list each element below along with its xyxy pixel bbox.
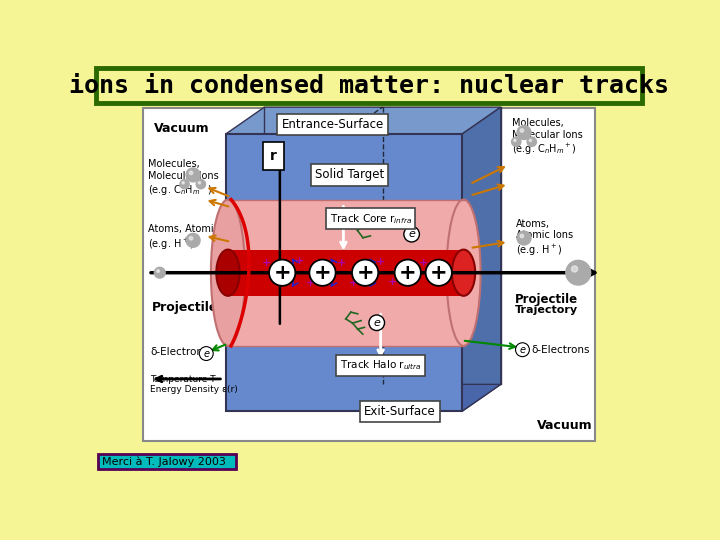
Text: Track Halo r$_{ultra}$: Track Halo r$_{ultra}$	[340, 358, 421, 372]
Text: ions in condensed matter: nuclear tracks: ions in condensed matter: nuclear tracks	[69, 73, 669, 98]
Circle shape	[186, 233, 200, 247]
Text: Trajectory: Trajectory	[515, 305, 578, 315]
Text: +: +	[430, 262, 448, 283]
Text: Vacuum: Vacuum	[536, 418, 593, 431]
Circle shape	[189, 171, 193, 174]
Text: Temperature T
Energy Density ε(r): Temperature T Energy Density ε(r)	[150, 375, 238, 394]
Text: +: +	[337, 258, 346, 268]
Circle shape	[517, 231, 531, 245]
Text: +: +	[262, 259, 271, 268]
Ellipse shape	[211, 200, 245, 346]
Polygon shape	[225, 384, 500, 411]
Text: +: +	[314, 262, 331, 283]
Text: δ-Electrons: δ-Electrons	[150, 347, 209, 357]
FancyBboxPatch shape	[98, 454, 235, 469]
Text: +: +	[271, 277, 281, 287]
Text: Atoms,
Atomic Ions
(e.g. H$^+$): Atoms, Atomic Ions (e.g. H$^+$)	[516, 219, 573, 258]
Circle shape	[157, 270, 159, 273]
Circle shape	[527, 137, 536, 146]
Text: e: e	[203, 348, 210, 359]
Polygon shape	[462, 107, 500, 411]
Circle shape	[198, 181, 201, 184]
Text: Solid Target: Solid Target	[315, 168, 384, 181]
Circle shape	[180, 179, 189, 189]
Text: Exit-Surface: Exit-Surface	[364, 405, 436, 418]
Circle shape	[566, 260, 590, 285]
Circle shape	[512, 137, 521, 146]
Text: +: +	[399, 262, 417, 283]
Circle shape	[520, 129, 523, 132]
Text: +: +	[356, 262, 374, 283]
Polygon shape	[225, 107, 500, 134]
Ellipse shape	[446, 200, 481, 346]
Circle shape	[154, 267, 165, 278]
FancyBboxPatch shape	[96, 68, 642, 103]
Text: +: +	[349, 278, 358, 288]
Text: Entrance-Surface: Entrance-Surface	[282, 118, 384, 131]
Circle shape	[572, 266, 577, 272]
Text: +: +	[376, 257, 385, 267]
Text: e: e	[519, 345, 526, 355]
Text: Projectile: Projectile	[152, 301, 218, 314]
Ellipse shape	[216, 249, 240, 296]
Text: Molecules,
Molecular Ions
(e.g. C$_n$H$_m$$^+$): Molecules, Molecular Ions (e.g. C$_n$H$_…	[513, 118, 583, 158]
Text: e: e	[408, 229, 415, 239]
Circle shape	[189, 237, 193, 240]
Text: +: +	[418, 259, 428, 268]
Circle shape	[529, 139, 531, 141]
FancyBboxPatch shape	[225, 134, 462, 411]
Text: Vacuum: Vacuum	[153, 122, 210, 135]
Text: +: +	[294, 256, 304, 266]
Circle shape	[517, 126, 531, 139]
Text: δ-Electrons: δ-Electrons	[532, 345, 590, 355]
Text: +: +	[306, 278, 315, 288]
Circle shape	[196, 179, 205, 189]
Text: Molecules,
Molecular Ions
(e.g. C$_n$H$_m$$^+$): Molecules, Molecular Ions (e.g. C$_n$H$_…	[148, 159, 219, 198]
FancyBboxPatch shape	[228, 249, 464, 296]
FancyBboxPatch shape	[143, 108, 595, 441]
Circle shape	[513, 139, 516, 141]
Circle shape	[186, 168, 200, 182]
Text: Atoms, Atomic Ions
(e.g. H$^+$): Atoms, Atomic Ions (e.g. H$^+$)	[148, 225, 243, 252]
Text: Merci à T. Jalowy 2003: Merci à T. Jalowy 2003	[102, 456, 226, 467]
Text: r: r	[270, 148, 277, 163]
Text: +: +	[387, 277, 397, 287]
Circle shape	[182, 181, 184, 184]
Text: e: e	[373, 318, 380, 328]
Ellipse shape	[452, 249, 475, 296]
Text: +: +	[274, 262, 291, 283]
Text: Track Core r$_{infra}$: Track Core r$_{infra}$	[330, 212, 412, 226]
Text: +: +	[431, 277, 439, 287]
FancyBboxPatch shape	[228, 200, 464, 346]
Circle shape	[520, 234, 523, 238]
Text: Projectile: Projectile	[515, 293, 578, 306]
